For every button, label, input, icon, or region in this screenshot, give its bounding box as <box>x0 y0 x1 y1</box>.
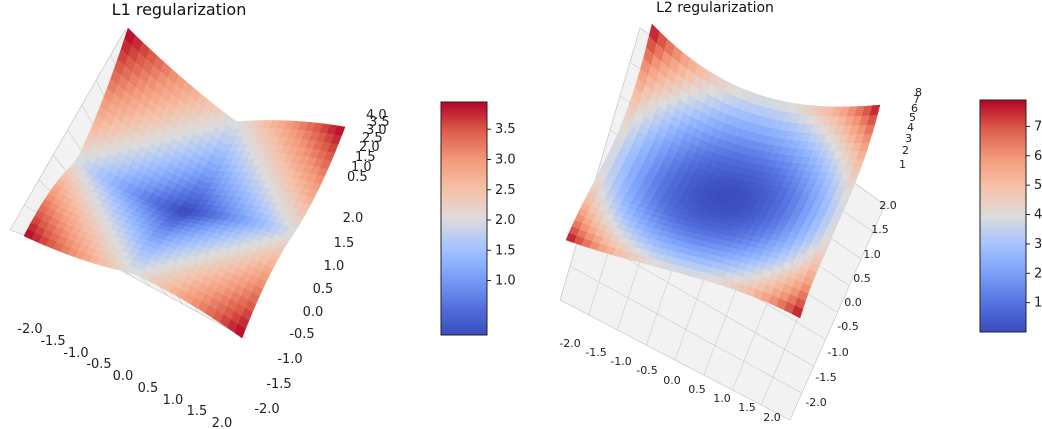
l1-y-tick: 1.0 <box>324 259 345 274</box>
colorbar-tick-label: 3.0 <box>495 152 516 167</box>
l1-z-tick: 3.0 <box>366 123 387 138</box>
colorbar-tick-label: 7 <box>1034 119 1042 134</box>
l1-z-tick: 1.0 <box>351 160 372 175</box>
surface-patch <box>791 305 804 319</box>
l1-z-tick: 4.0 <box>366 108 387 123</box>
l1-y-tick: 1.5 <box>334 236 355 251</box>
l2-colorbar-gradient <box>979 99 1027 333</box>
l2-x-tick: -1.0 <box>610 355 631 368</box>
l2-x-tick: 0.0 <box>663 374 681 387</box>
l2-z-tick: 1 <box>899 158 906 171</box>
l1-z-tick: 3.5 <box>369 115 390 130</box>
l1-x-tick: -2.0 <box>17 322 42 337</box>
l2-colorbar-ticks: 1 2 3 4 5 6 7 <box>1026 119 1042 311</box>
l2-x-tick: -1.5 <box>585 346 606 359</box>
l1-colorbar-gradient <box>440 101 488 336</box>
l2-y-tick: -1.5 <box>815 371 836 384</box>
l2-x-tick: 1.0 <box>713 392 731 405</box>
colorbar-tick-label: 3 <box>1034 237 1042 252</box>
l1-x-tick: 0.5 <box>138 381 159 396</box>
colorbar-tick-label: 5 <box>1034 178 1042 193</box>
colorbar-tick-label: 3.5 <box>495 122 516 137</box>
l1-y-tick: 2.0 <box>343 211 364 226</box>
l1-x-tick: 2.0 <box>212 416 233 429</box>
l1-y-tick: -1.0 <box>277 352 302 367</box>
surface-patch <box>234 323 246 339</box>
l2-z-tick: 7 <box>913 93 920 106</box>
l1-title: L1 regularization <box>112 0 247 19</box>
l2-title: L2 regularization <box>656 0 774 16</box>
l2-z-tick: 4 <box>907 121 914 134</box>
l2-z-tick: 3 <box>905 132 912 145</box>
l2-y-tick: 1.5 <box>871 223 889 236</box>
l1-x-tick: -0.5 <box>86 357 111 372</box>
l2-x-ticks: -2.0 -1.5 -1.0 -0.5 0.0 0.5 1.0 1.5 2.0 <box>559 337 780 424</box>
l2-x-tick: 0.5 <box>688 383 706 396</box>
l1-x-tick: -1.0 <box>63 346 88 361</box>
l1-colorbar: 1.0 1.5 2.0 2.5 3.0 3.5 <box>440 101 516 336</box>
l1-z-tick: 1.5 <box>355 150 376 165</box>
l2-x-tick: 1.5 <box>738 401 756 414</box>
l2-y-tick: -2.0 <box>805 396 826 409</box>
l2-x-tick: -2.0 <box>559 337 580 350</box>
l2-z-tick: 6 <box>911 102 918 115</box>
l2-x-tick: 2.0 <box>763 411 781 424</box>
colorbar-tick-label: 2.5 <box>495 183 516 198</box>
l1-y-tick: 0.0 <box>303 305 324 320</box>
l1-y-ticks: -2.0 -1.5 -1.0 -0.5 0.0 0.5 1.0 1.5 2.0 <box>254 211 363 417</box>
l1-y-tick: 0.5 <box>313 282 334 297</box>
l1-y-tick: -1.5 <box>266 377 291 392</box>
l1-x-tick: 1.5 <box>187 404 208 419</box>
l2-y-tick: 0.5 <box>853 272 871 285</box>
l1-x-tick: 0.0 <box>113 369 134 384</box>
l1-z-ticks: 0.5 1.0 1.5 2.0 2.5 3.0 3.5 4.0 <box>347 108 390 185</box>
l2-y-tick: 2.0 <box>879 199 897 212</box>
colorbar-tick-label: 4 <box>1034 208 1042 223</box>
l1-colorbar-ticks: 1.0 1.5 2.0 2.5 3.0 3.5 <box>487 122 516 289</box>
l2-y-ticks: -2.0 -1.5 -1.0 -0.5 0.0 0.5 1.0 1.5 2.0 <box>805 199 896 409</box>
l2-y-tick: 1.0 <box>863 248 881 261</box>
l1-x-ticks: -2.0 -1.5 -1.0 -0.5 0.0 0.5 1.0 1.5 2.0 <box>17 322 232 429</box>
l1-x-tick: -1.5 <box>40 334 65 349</box>
l2-x-tick: -0.5 <box>636 364 657 377</box>
l1-surface <box>23 27 346 339</box>
l2-z-tick: 5 <box>909 111 916 124</box>
l2-y-tick: -1.0 <box>827 346 848 359</box>
l1-y-tick: -2.0 <box>254 402 279 417</box>
colorbar-tick-label: 1.5 <box>495 243 516 258</box>
colorbar-tick-label: 1.0 <box>495 274 516 289</box>
colorbar-tick-label: 1 <box>1034 296 1042 311</box>
l2-z-ticks: 1 2 3 4 5 6 7 8 <box>899 86 922 171</box>
l1-x-tick: 1.0 <box>163 393 184 408</box>
l2-y-tick: -0.5 <box>837 320 858 333</box>
l2-surface <box>565 23 881 319</box>
l2-y-tick: 0.0 <box>844 296 862 309</box>
l1-panel: L1 regularization -2.0 -1.5 -1.0 -0.5 0.… <box>9 0 516 429</box>
l2-z-tick: 2 <box>902 144 909 157</box>
l1-z-tick: 0.5 <box>347 170 368 185</box>
l2-z-tick: 8 <box>915 86 922 99</box>
l2-panel: L2 regularization -2.0 -1.5 -1.0 -0.5 0.… <box>559 0 1042 424</box>
colorbar-tick-label: 2 <box>1034 266 1042 281</box>
colorbar-tick-label: 6 <box>1034 149 1042 164</box>
l1-y-tick: -0.5 <box>289 327 314 342</box>
l2-colorbar: 1 2 3 4 5 6 7 <box>979 99 1042 333</box>
l1-z-tick: 2.5 <box>362 131 383 146</box>
l1-z-tick: 2.0 <box>359 140 380 155</box>
colorbar-tick-label: 2.0 <box>495 213 516 228</box>
